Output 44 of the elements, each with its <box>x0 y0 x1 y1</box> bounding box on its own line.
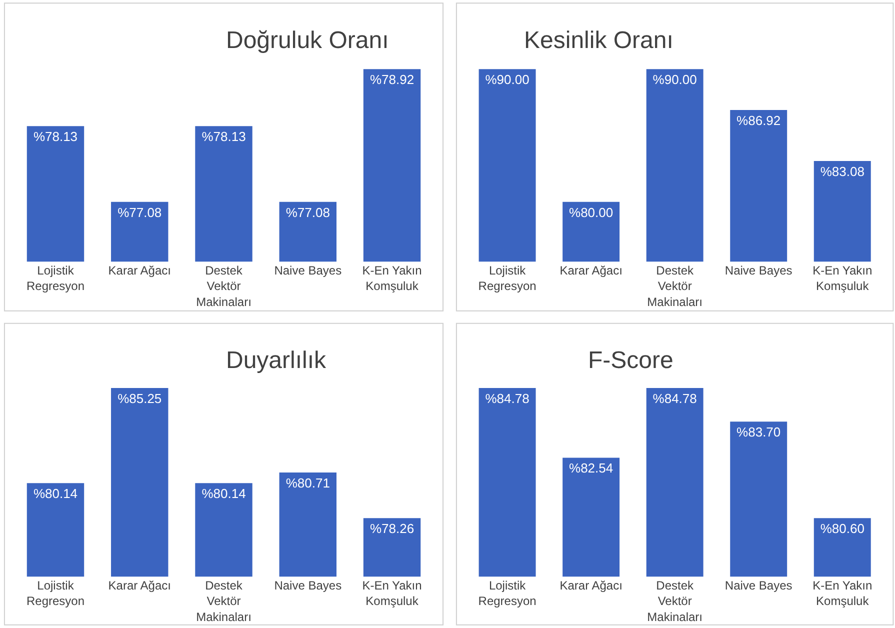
data-label: %80.60 <box>820 521 864 536</box>
data-label: %80.71 <box>286 476 330 490</box>
data-label: %80.14 <box>33 486 78 502</box>
data-label: %77.08 <box>118 204 162 220</box>
x-tick-label: Lojistik Regresyon <box>26 264 85 294</box>
chart-title: Duyarlılık <box>226 347 328 374</box>
x-tick-label: Lojistik Regresyon <box>26 578 85 608</box>
x-tick-label: Lojistik Regresyon <box>478 578 536 608</box>
x-tick-label: Naive Bayes <box>274 264 342 278</box>
x-tick-label: Karar Ağacı <box>560 578 622 593</box>
x-tick-label: Lojistik Regresyon <box>478 264 536 294</box>
x-tick-label: K-En Yakın Komşuluk <box>362 264 422 294</box>
data-label: %78.13 <box>202 129 246 144</box>
x-tick-label: Naive Bayes <box>724 578 792 593</box>
x-tick-label: Karar Ağacı <box>108 264 171 278</box>
x-tick-label: K-En Yakın Komşuluk <box>362 578 422 608</box>
x-tick-label: Karar Ağacı <box>108 578 171 593</box>
x-tick-label: Karar Ağacı <box>560 264 622 278</box>
data-label: %83.08 <box>820 164 864 179</box>
data-label: %86.92 <box>736 112 781 128</box>
x-tick-label: K-En Yakın Komşuluk <box>812 578 872 608</box>
data-label: %84.78 <box>485 391 530 406</box>
data-label: %78.92 <box>370 72 414 88</box>
chart-title: Kesinlik Oranı <box>524 27 674 54</box>
data-label: %85.25 <box>118 391 162 406</box>
data-label: %83.70 <box>736 424 781 440</box>
x-tick-label: Destek Vektör Makinaları <box>647 578 703 624</box>
data-label: %80.14 <box>202 486 246 502</box>
data-label: %90.00 <box>485 72 530 88</box>
x-tick-label: K-En Yakın Komşuluk <box>812 264 872 294</box>
data-label: %78.26 <box>370 521 414 536</box>
data-label: %90.00 <box>652 72 697 88</box>
chart-title: F-Score <box>588 347 674 374</box>
data-label: %84.78 <box>652 391 697 406</box>
x-tick-label: Naive Bayes <box>724 264 792 278</box>
data-label: %82.54 <box>569 460 614 476</box>
data-label: %77.08 <box>286 204 330 220</box>
chart-title: Doğruluk Oranı <box>226 27 389 54</box>
x-tick-label: Destek Vektör Makinaları <box>647 264 703 309</box>
x-tick-label: Destek Vektör Makinaları <box>196 578 252 624</box>
data-label: %80.00 <box>569 204 614 220</box>
data-label: %78.13 <box>33 129 78 144</box>
x-tick-label: Naive Bayes <box>274 578 342 593</box>
x-tick-label: Destek Vektör Makinaları <box>196 264 252 309</box>
